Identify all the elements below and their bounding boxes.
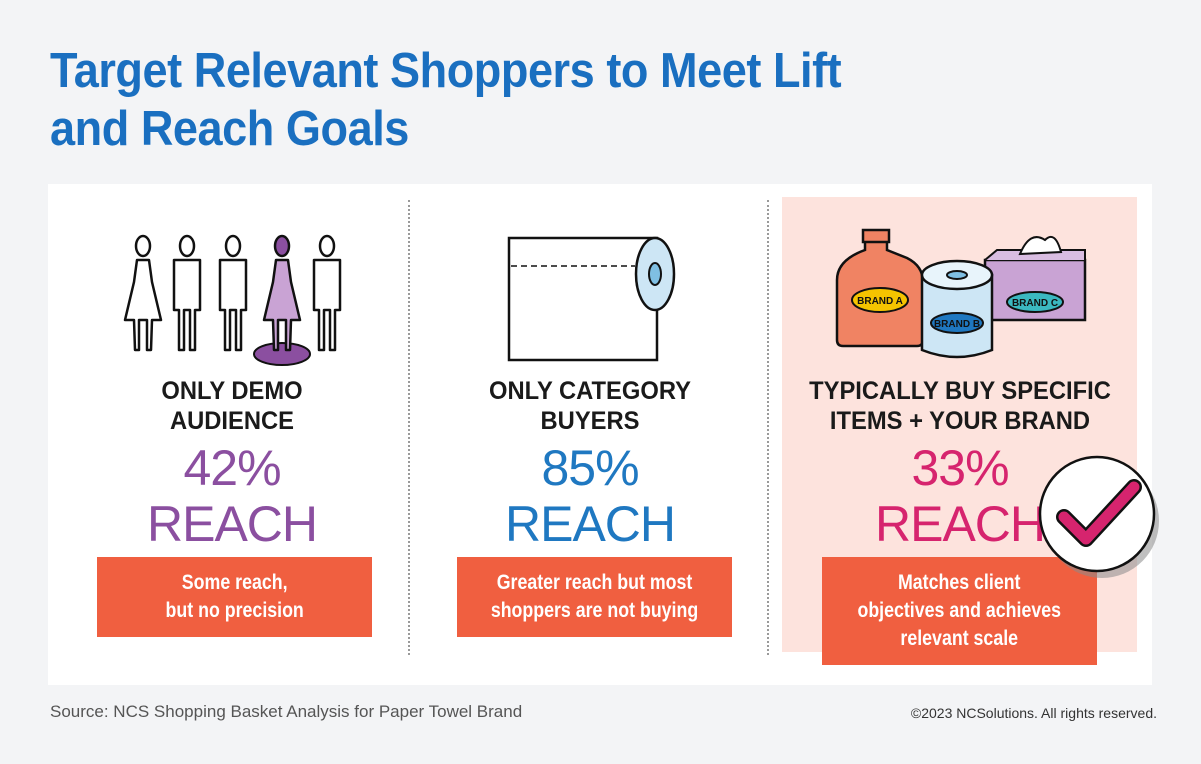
callout-demo: Some reach, but no precision: [97, 557, 372, 637]
source-note: Source: NCS Shopping Basket Analysis for…: [50, 702, 523, 721]
heading-demo-line2: AUDIENCE: [169, 407, 295, 435]
column-divider-2: [767, 200, 769, 655]
products-icon: BRAND A BRAND C BRAND B: [835, 228, 1087, 359]
stat-category: 85% REACH: [420, 440, 760, 552]
title-line-2: and Reach Goals: [50, 102, 409, 156]
callout-brand: Matches client objectives and achieves r…: [822, 557, 1097, 665]
brand-c-label: BRAND C: [1012, 298, 1058, 309]
copyright-note: ©2023 NCSolutions. All rights reserved.: [910, 705, 1157, 721]
heading-demo-line1: ONLY DEMO: [161, 377, 303, 405]
percent-demo: 42%: [183, 440, 281, 496]
callout-demo-line2: but no precision: [165, 599, 304, 622]
callout-demo-line1: Some reach,: [181, 571, 288, 594]
heading-brand: TYPICALLY BUY SPECIFIC ITEMS + YOUR BRAN…: [799, 376, 1122, 436]
page-title: Target Relevant Shoppers to Meet Lift an…: [50, 42, 970, 158]
percent-category: 85%: [541, 440, 639, 496]
brand-a-label: BRAND A: [857, 296, 903, 307]
people-icon: [123, 234, 342, 366]
callout-category-line2: shoppers are not buying: [490, 599, 699, 622]
callout-brand-line1: Matches client: [898, 571, 1021, 594]
heading-category-line1: ONLY CATEGORY: [489, 377, 691, 405]
heading-demo: ONLY DEMO AUDIENCE: [71, 376, 394, 436]
callout-brand-line3: relevant scale: [900, 627, 1019, 650]
heading-category-line2: BUYERS: [540, 407, 640, 435]
callout-category-line1: Greater reach but most: [496, 571, 693, 594]
column-divider-1: [408, 200, 410, 655]
checkmark-icon: [1038, 455, 1159, 578]
callout-brand-line2: objectives and achieves: [857, 599, 1062, 622]
stat-demo: 42% REACH: [62, 440, 402, 552]
stat-brand: 33% REACH: [790, 440, 1130, 552]
paper-towel-icon: [507, 236, 676, 362]
reach-category: REACH: [504, 496, 676, 552]
brand-b-label: BRAND B: [934, 319, 980, 330]
callout-category: Greater reach but most shoppers are not …: [457, 557, 732, 637]
title-line-1: Target Relevant Shoppers to Meet Lift: [50, 44, 842, 98]
reach-brand: REACH: [874, 496, 1046, 552]
reach-demo: REACH: [146, 496, 318, 552]
heading-category: ONLY CATEGORY BUYERS: [429, 376, 752, 436]
heading-brand-line2: ITEMS + YOUR BRAND: [829, 407, 1091, 435]
heading-brand-line1: TYPICALLY BUY SPECIFIC: [809, 377, 1111, 405]
percent-brand: 33%: [911, 440, 1009, 496]
